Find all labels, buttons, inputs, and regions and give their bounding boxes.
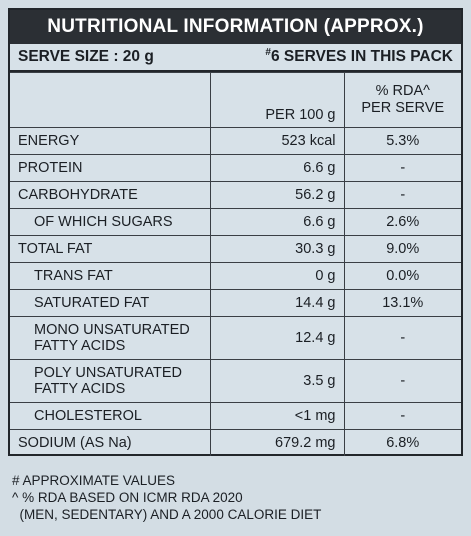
nutrient-name: POLY UNSATURATED FATTY ACIDS (10, 359, 211, 403)
table-row: OF WHICH SUGARS 6.6 g 2.6% (10, 208, 461, 236)
footnote-approx: # APPROXIMATE VALUES (12, 473, 176, 488)
rda-value: 0.0% (343, 262, 461, 290)
table-row: SODIUM (AS Na) 679.2 mg 6.8% (10, 429, 461, 456)
table-row: TRANS FAT 0 g 0.0% (10, 262, 461, 290)
footnote-rda-detail: (MEN, SEDENTARY) AND A 2000 CALORIE DIET (12, 507, 322, 522)
nutrient-name: OF WHICH SUGARS (10, 208, 211, 236)
per100-value: 12.4 g (209, 316, 345, 360)
table-row: ENERGY 523 kcal 5.3% (10, 127, 461, 155)
rda-value: 6.8% (343, 429, 461, 456)
rda-value: 2.6% (343, 208, 461, 236)
nutrient-name: CARBOHYDRATE (10, 181, 211, 209)
serve-row: SERVE SIZE : 20 g #6 SERVES IN THIS PACK (10, 44, 461, 72)
nutrient-name: ENERGY (10, 127, 211, 155)
rda-value: 9.0% (343, 235, 461, 263)
nutrient-name: CHOLESTEROL (10, 402, 211, 430)
table-row: MONO UNSATURATED FATTY ACIDS 12.4 g - (10, 316, 461, 360)
rda-value: 13.1% (343, 289, 461, 317)
serves-count: #6 SERVES IN THIS PACK (265, 47, 453, 66)
rda-value: - (343, 316, 461, 360)
header-row: PER 100 g % RDA^ PER SERVE (10, 72, 461, 128)
rda-value: - (343, 181, 461, 209)
per100-value: 523 kcal (209, 127, 345, 155)
per100-value: 56.2 g (209, 181, 345, 209)
table-row: CHOLESTEROL <1 mg - (10, 402, 461, 430)
header-empty-cell (10, 72, 211, 128)
serve-size: SERVE SIZE : 20 g (18, 48, 154, 65)
nutrient-name: TOTAL FAT (10, 235, 211, 263)
per100-value: <1 mg (209, 402, 345, 430)
rda-value: - (343, 359, 461, 403)
table-row: TOTAL FAT 30.3 g 9.0% (10, 235, 461, 263)
nutrition-table: PER 100 g % RDA^ PER SERVE ENERGY 523 kc… (10, 72, 461, 456)
per100-value: 14.4 g (209, 289, 345, 317)
per100-value: 30.3 g (209, 235, 345, 263)
rda-value: 5.3% (343, 127, 461, 155)
table-row: SATURATED FAT 14.4 g 13.1% (10, 289, 461, 317)
rda-value: - (343, 154, 461, 182)
table-row: PROTEIN 6.6 g - (10, 154, 461, 182)
nutrition-panel: NUTRITIONAL INFORMATION (APPROX.) SERVE … (8, 8, 463, 456)
nutrient-name: SATURATED FAT (10, 289, 211, 317)
table-row: CARBOHYDRATE 56.2 g - (10, 181, 461, 209)
nutrient-name: SODIUM (AS Na) (10, 429, 211, 456)
nutrient-name: TRANS FAT (10, 262, 211, 290)
per100-value: 0 g (209, 262, 345, 290)
per100-value: 679.2 mg (209, 429, 345, 456)
panel-title: NUTRITIONAL INFORMATION (APPROX.) (10, 10, 461, 44)
footnote-rda: ^ % RDA BASED ON ICMR RDA 2020 (12, 490, 243, 505)
header-rda: % RDA^ PER SERVE (343, 72, 461, 128)
nutrient-name: MONO UNSATURATED FATTY ACIDS (10, 316, 211, 360)
per100-value: 6.6 g (209, 208, 345, 236)
table-row: POLY UNSATURATED FATTY ACIDS 3.5 g - (10, 359, 461, 403)
header-per100: PER 100 g (209, 72, 345, 128)
rda-value: - (343, 402, 461, 430)
footnotes: # APPROXIMATE VALUES ^ % RDA BASED ON IC… (12, 472, 321, 523)
per100-value: 3.5 g (209, 359, 345, 403)
nutrient-name: PROTEIN (10, 154, 211, 182)
per100-value: 6.6 g (209, 154, 345, 182)
